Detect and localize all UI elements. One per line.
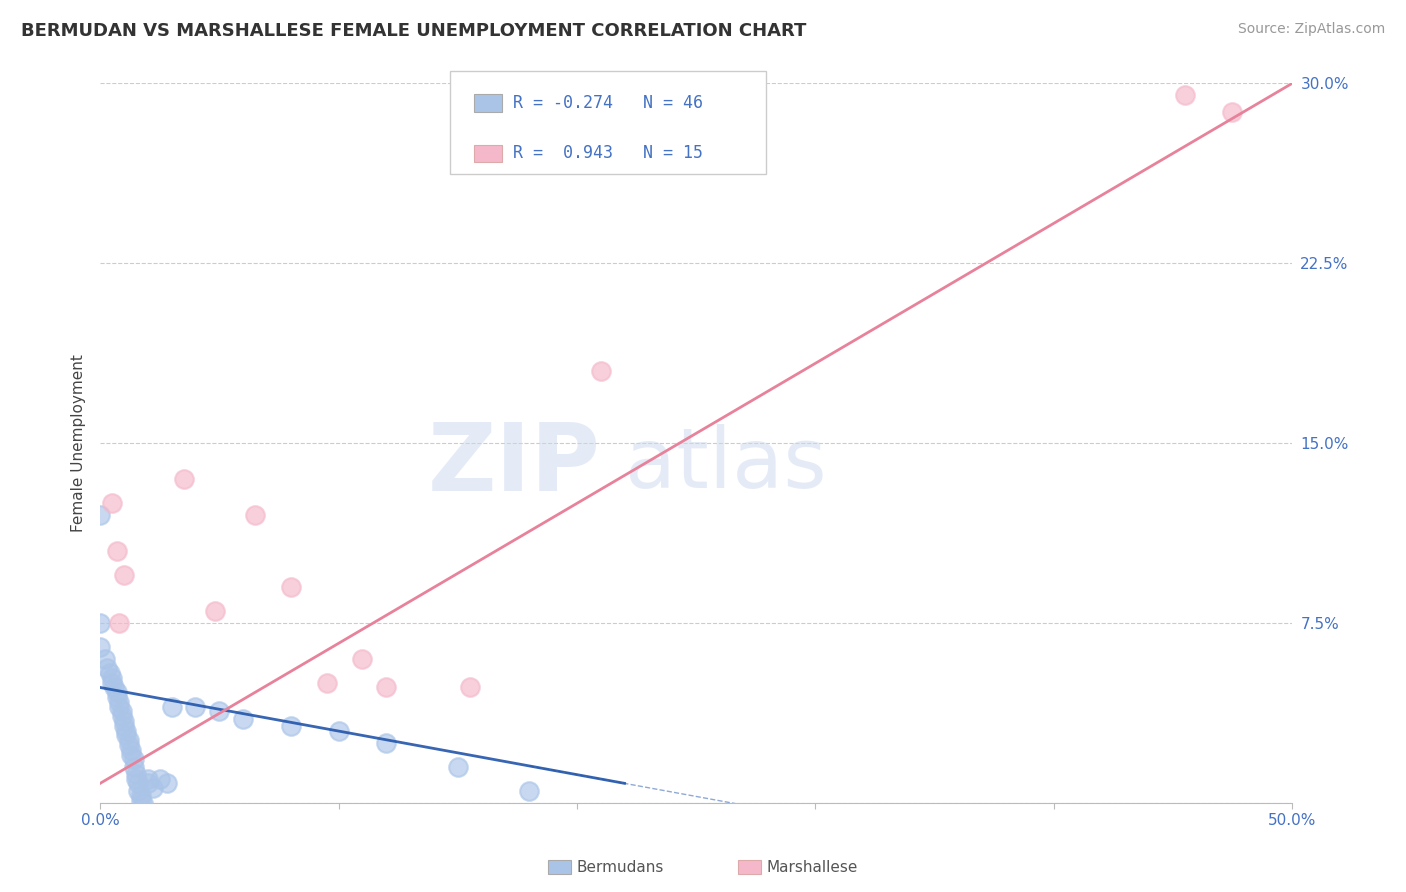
Point bbox=[156, 776, 179, 790]
Point bbox=[112, 714, 135, 728]
Point bbox=[127, 783, 149, 797]
Point bbox=[118, 738, 141, 752]
Text: Marshallese: Marshallese bbox=[766, 860, 858, 874]
Point bbox=[122, 759, 145, 773]
Point bbox=[280, 580, 302, 594]
Point bbox=[129, 793, 152, 807]
Point bbox=[232, 712, 254, 726]
Point bbox=[136, 776, 159, 790]
Point bbox=[125, 766, 148, 780]
Point bbox=[208, 705, 231, 719]
Point bbox=[110, 705, 132, 719]
Point bbox=[108, 695, 131, 709]
Text: R = -0.274   N = 46: R = -0.274 N = 46 bbox=[513, 94, 703, 112]
Point bbox=[142, 781, 165, 796]
Text: ZIP: ZIP bbox=[427, 418, 600, 510]
Text: Bermudans: Bermudans bbox=[576, 860, 664, 874]
Point bbox=[105, 544, 128, 558]
Point bbox=[122, 752, 145, 766]
Text: BERMUDAN VS MARSHALLESE FEMALE UNEMPLOYMENT CORRELATION CHART: BERMUDAN VS MARSHALLESE FEMALE UNEMPLOYM… bbox=[21, 22, 807, 40]
Point bbox=[120, 747, 142, 762]
Point bbox=[328, 723, 350, 738]
Point bbox=[375, 736, 398, 750]
Point bbox=[132, 796, 155, 810]
Point bbox=[517, 783, 540, 797]
Point bbox=[1174, 88, 1197, 103]
Text: atlas: atlas bbox=[624, 424, 827, 505]
Point bbox=[115, 728, 138, 742]
Point bbox=[89, 640, 111, 654]
Point bbox=[127, 776, 149, 790]
Point bbox=[184, 699, 207, 714]
Point bbox=[94, 651, 117, 665]
Point bbox=[89, 615, 111, 630]
Point bbox=[1222, 105, 1244, 120]
Point bbox=[108, 615, 131, 630]
Point bbox=[352, 651, 374, 665]
Point bbox=[280, 719, 302, 733]
Text: R =  0.943   N = 15: R = 0.943 N = 15 bbox=[513, 145, 703, 162]
Point bbox=[101, 671, 124, 685]
Point bbox=[110, 709, 132, 723]
Point bbox=[103, 681, 125, 695]
Point bbox=[149, 772, 172, 786]
Point bbox=[458, 681, 481, 695]
Text: Source: ZipAtlas.com: Source: ZipAtlas.com bbox=[1237, 22, 1385, 37]
Point bbox=[101, 675, 124, 690]
Point bbox=[108, 699, 131, 714]
Point bbox=[98, 666, 121, 681]
Point bbox=[589, 364, 612, 378]
Point bbox=[173, 472, 195, 486]
Point bbox=[105, 685, 128, 699]
Y-axis label: Female Unemployment: Female Unemployment bbox=[72, 354, 86, 532]
Point bbox=[129, 789, 152, 803]
Point bbox=[96, 661, 118, 675]
Point bbox=[89, 508, 111, 522]
Point bbox=[375, 681, 398, 695]
Point bbox=[204, 604, 226, 618]
Point bbox=[105, 690, 128, 704]
Point bbox=[112, 719, 135, 733]
Point bbox=[112, 567, 135, 582]
Point bbox=[115, 723, 138, 738]
Point bbox=[243, 508, 266, 522]
Point bbox=[136, 772, 159, 786]
Point bbox=[120, 743, 142, 757]
Point bbox=[315, 675, 337, 690]
Point bbox=[447, 759, 470, 773]
Point bbox=[101, 496, 124, 510]
Point bbox=[160, 699, 183, 714]
Point bbox=[118, 733, 141, 747]
Point bbox=[125, 772, 148, 786]
